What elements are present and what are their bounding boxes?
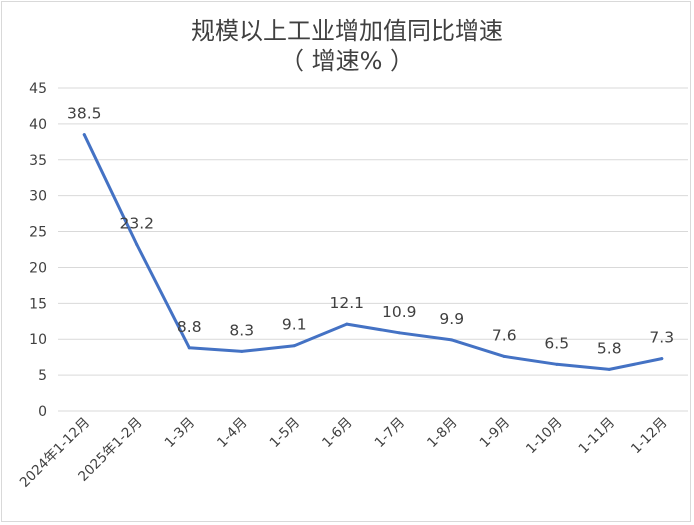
x-tick-label: 1-8月 — [424, 415, 460, 451]
data-label: 9.1 — [282, 316, 307, 334]
data-point — [450, 338, 454, 342]
x-tick-label: 1-5月 — [267, 415, 303, 451]
data-point — [607, 367, 611, 371]
y-tick-label: 20 — [29, 260, 47, 276]
y-tick-label: 5 — [38, 368, 47, 384]
data-label: 5.8 — [597, 339, 622, 357]
data-label: 10.9 — [382, 303, 417, 321]
x-tick-label: 1-9月 — [477, 415, 513, 451]
data-point — [345, 322, 349, 326]
data-label: 8.8 — [177, 318, 202, 336]
data-label: 9.9 — [439, 310, 464, 328]
data-point — [135, 242, 139, 246]
data-point — [82, 133, 86, 137]
x-tick-label: 1-3月 — [162, 415, 198, 451]
data-point — [502, 354, 506, 358]
series-line — [82, 133, 664, 371]
y-tick-label: 40 — [29, 117, 47, 133]
data-label: 6.5 — [544, 334, 569, 352]
y-tick-label: 30 — [29, 189, 47, 205]
data-label: 7.3 — [649, 329, 674, 347]
x-tick-label: 1-11月 — [576, 415, 619, 458]
data-label: 12.1 — [329, 294, 364, 312]
y-tick-label: 25 — [29, 225, 47, 241]
x-tick-label: 1-4月 — [214, 415, 250, 451]
y-tick-label: 15 — [29, 296, 47, 312]
data-label: 23.2 — [119, 214, 154, 232]
y-tick-label: 35 — [29, 153, 47, 169]
y-tick-label: 45 — [29, 81, 47, 97]
chart-subtitle: （ 增速% ） — [279, 47, 415, 75]
data-point — [660, 357, 664, 361]
data-point — [187, 346, 191, 350]
data-point — [292, 344, 296, 348]
data-label: 38.5 — [67, 105, 102, 123]
y-tick-label: 0 — [38, 404, 47, 420]
data-point — [240, 349, 244, 353]
data-label: 7.6 — [492, 326, 517, 344]
chart-title: 规模以上工业增加值同比增速 — [191, 17, 503, 45]
y-tick-label: 10 — [29, 332, 47, 348]
data-point — [555, 362, 559, 366]
x-tick-label: 1-12月 — [628, 415, 671, 458]
x-tick-label: 1-7月 — [372, 415, 408, 451]
data-point — [397, 331, 401, 335]
x-tick-label: 1-10月 — [523, 415, 566, 458]
x-tick-label: 1-6月 — [319, 415, 355, 451]
data-label: 8.3 — [229, 321, 254, 339]
